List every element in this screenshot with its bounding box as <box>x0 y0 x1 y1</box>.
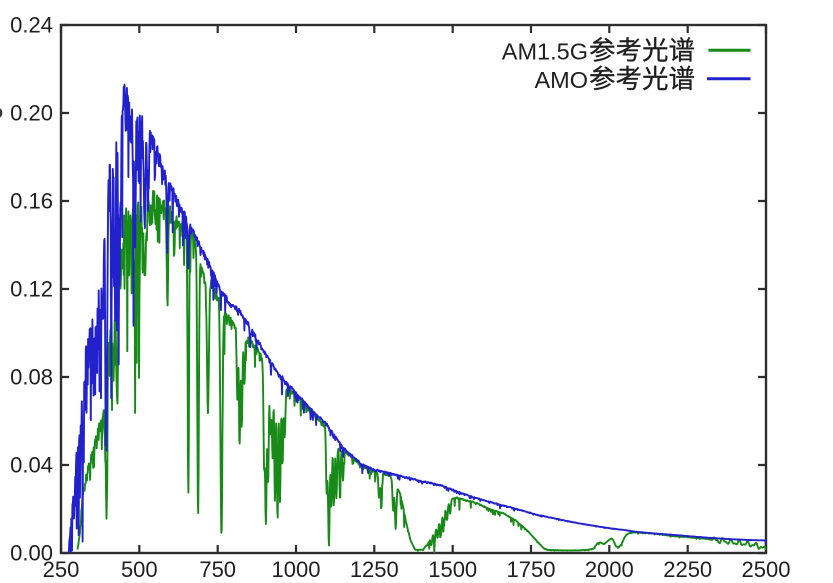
svg-text:AMO: AMO <box>534 67 588 93</box>
svg-text:1000: 1000 <box>272 557 321 578</box>
svg-text:1750: 1750 <box>507 557 556 578</box>
svg-text:2500: 2500 <box>742 557 791 578</box>
svg-text:0.04: 0.04 <box>10 453 53 478</box>
svg-text:500: 500 <box>121 557 158 578</box>
svg-text:0.00: 0.00 <box>10 541 53 566</box>
svg-text:0.24: 0.24 <box>10 13 53 38</box>
svg-text:1500: 1500 <box>428 557 477 578</box>
svg-text:2250: 2250 <box>663 557 712 578</box>
svg-text:0.12: 0.12 <box>10 277 53 302</box>
svg-text:0.08: 0.08 <box>10 365 53 390</box>
svg-text:0.20: 0.20 <box>10 101 53 126</box>
svg-text:1250: 1250 <box>350 557 399 578</box>
svg-text:0.16: 0.16 <box>10 189 53 214</box>
svg-text:2000: 2000 <box>585 557 634 578</box>
svg-text:AM1.5G: AM1.5G <box>502 39 588 65</box>
svg-text:750: 750 <box>199 557 236 578</box>
